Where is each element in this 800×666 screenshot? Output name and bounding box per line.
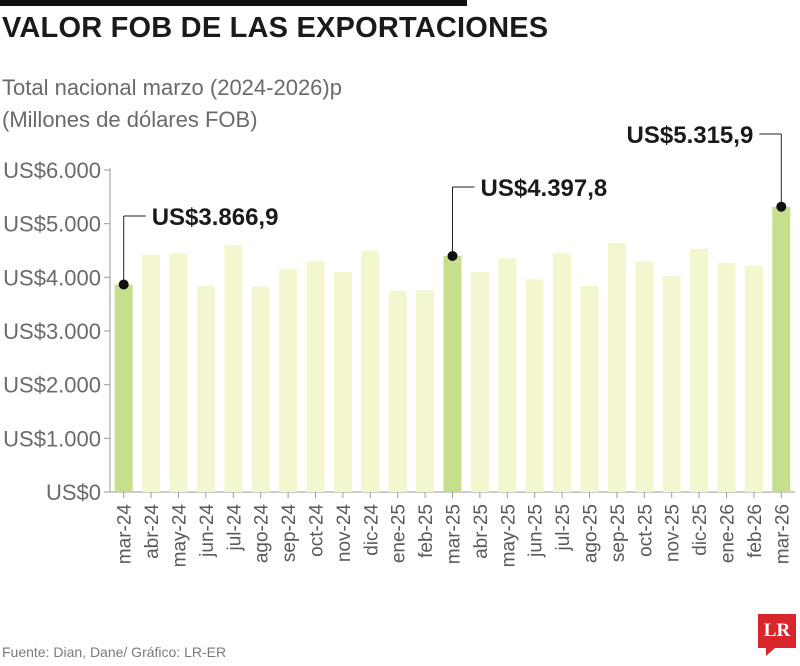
bar-abr-24	[142, 254, 161, 492]
x-tick-label: ago-25	[581, 504, 602, 563]
bar-jul-24	[224, 245, 243, 492]
x-tick-label: jul-24	[224, 504, 245, 552]
x-tick-label: mar-25	[444, 504, 465, 564]
subtitle-line-2: (Millones de dólares FOB)	[2, 107, 258, 132]
x-tick-label: sep-25	[608, 504, 629, 562]
bar-jun-24	[196, 285, 215, 492]
x-tick-label: jun-25	[526, 504, 547, 558]
x-tick-label: sep-24	[279, 504, 300, 563]
bar-ene-25	[388, 290, 407, 492]
bar-nov-25	[662, 276, 681, 492]
bar-ago-24	[251, 286, 270, 492]
y-tick-label: US$3.000	[3, 319, 101, 344]
bar-sep-25	[607, 242, 626, 492]
bar-feb-26	[744, 265, 763, 492]
x-tick-label: nov-24	[334, 504, 355, 563]
x-tick-label: feb-26	[745, 504, 766, 558]
chart-title: VALOR FOB DE LAS EXPORTACIONES	[2, 12, 549, 44]
data-point-dot	[447, 250, 458, 261]
bar-mar-24	[114, 284, 133, 492]
lr-logo: LR	[758, 614, 796, 656]
x-tick-label: may-25	[498, 504, 519, 567]
top-rule	[0, 0, 467, 6]
bar-mar-25	[443, 255, 462, 492]
x-tick-label: dic-25	[690, 504, 711, 556]
logo-tail	[766, 648, 784, 656]
logo-text: LR	[758, 614, 796, 648]
bar-abr-25	[470, 271, 489, 492]
bar-nov-24	[333, 271, 352, 492]
x-tick-label: feb-25	[416, 504, 437, 558]
bar-dic-24	[361, 250, 380, 492]
x-tick-label: ago-24	[252, 504, 273, 564]
y-tick-label: US$5.000	[3, 212, 101, 237]
y-tick-label: US$2.000	[3, 373, 101, 398]
annotation-label: US$5.315,9	[627, 122, 754, 149]
bar-dic-25	[690, 248, 709, 492]
subtitle-line-1: Total nacional marzo (2024-2026)p	[2, 75, 342, 100]
annotation-label: US$4.397,8	[481, 175, 608, 202]
x-tick-label: mar-24	[115, 504, 136, 565]
chart-subtitle: Total nacional marzo (2024-2026)p (Millo…	[2, 72, 342, 136]
y-tick-label: US$0	[46, 480, 101, 505]
x-tick-label: nov-25	[663, 504, 684, 562]
annotation-label: US$3.866,9	[152, 204, 279, 231]
x-tick-label: ene-25	[389, 504, 410, 563]
x-tick-label: abr-25	[471, 504, 492, 559]
bar-may-24	[169, 253, 188, 492]
x-tick-label: mar-26	[772, 504, 793, 564]
bar-oct-25	[635, 261, 654, 492]
bar-jul-25	[553, 253, 572, 492]
bar-mar-26	[772, 206, 791, 492]
x-tick-label: jul-25	[553, 504, 574, 551]
x-tick-label: ene-26	[718, 504, 739, 563]
bar-chart: US$0 US$1.000 US$2.000 US$3.000 US$4.000 US$5…	[3, 122, 795, 568]
bar-sep-24	[279, 269, 298, 492]
bar-feb-25	[416, 290, 435, 492]
x-tick-label: jun-24	[197, 504, 218, 558]
x-tick-label: dic-24	[361, 504, 382, 556]
bar-jun-25	[525, 279, 544, 492]
source-footer: Fuente: Dian, Dane/ Gráfico: LR-ER	[2, 644, 227, 660]
bar-ago-25	[580, 285, 599, 492]
x-tick-label: abr-24	[142, 504, 163, 559]
y-tick-label: US$6.000	[3, 158, 101, 183]
x-tick-label: may-24	[170, 504, 191, 568]
x-tick-label: oct-24	[307, 504, 328, 557]
data-point-dot	[776, 201, 787, 212]
data-point-dot	[118, 279, 129, 290]
x-tick-label: oct-25	[635, 504, 656, 557]
y-tick-label: US$1.000	[3, 426, 101, 451]
y-tick-label: US$4.000	[3, 265, 101, 290]
bar-ene-26	[717, 262, 736, 492]
bar-may-25	[498, 258, 517, 492]
bar-oct-24	[306, 261, 325, 492]
